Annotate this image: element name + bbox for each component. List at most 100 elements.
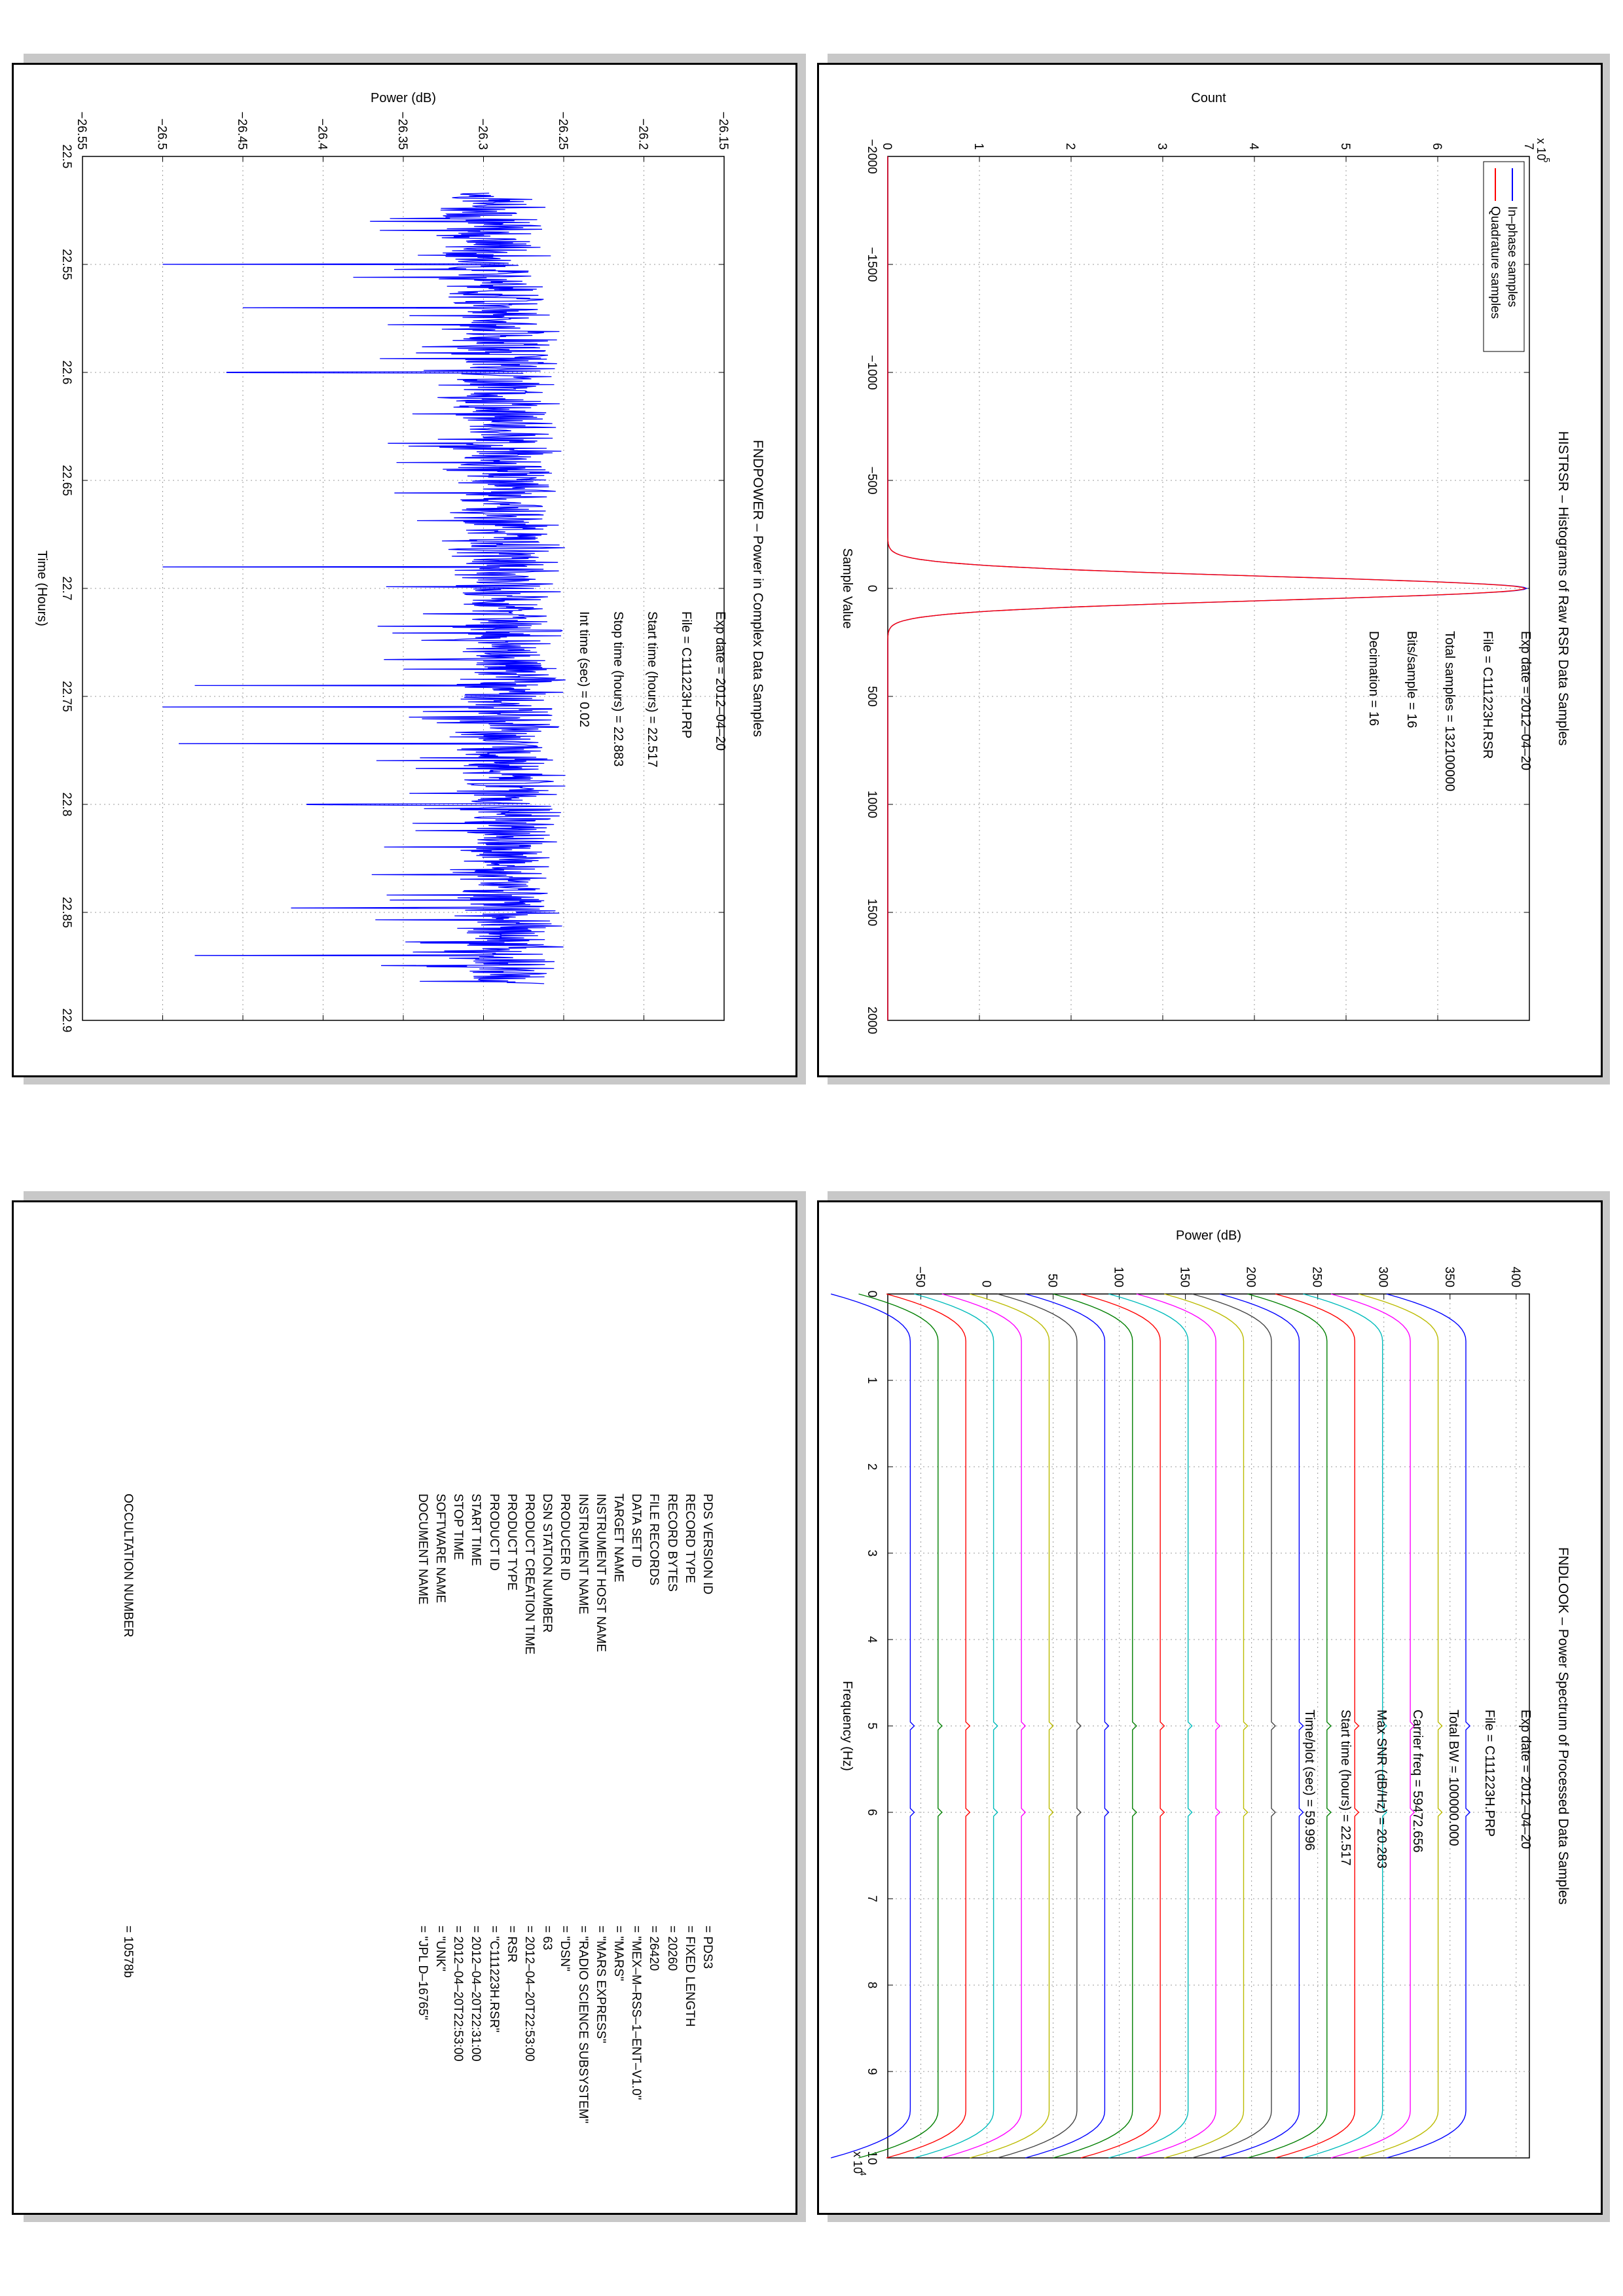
label-key: INSTRUMENT NAME	[575, 1494, 590, 1615]
label-key: TARGET NAME	[611, 1494, 625, 1583]
label-value: = 10578b	[121, 1926, 135, 1978]
legend-entry: Quadrature samples	[1488, 206, 1502, 319]
x-axis-label: Frequency (Hz)	[840, 1681, 854, 1771]
x-tick-label: 22.75	[60, 681, 73, 712]
spectrum-line-7	[1192, 1293, 1276, 2159]
y-tick-label: −26.4	[316, 118, 329, 151]
annotation-exp-date: Exp date = 2012–04–20	[1518, 631, 1533, 770]
annotation-decimation: Decimation = 16	[1366, 631, 1381, 726]
legend-box	[1483, 161, 1525, 352]
x-tick-label: 2	[865, 1463, 879, 1471]
annotation-file: File = C111223H.PRP	[1482, 1710, 1497, 1837]
annotation-start-time: Start time (hours) = 22.517	[1338, 1710, 1353, 1865]
label-value: = 2012–04–20T22:31:00	[469, 1926, 483, 2062]
spectrum-line-13	[1025, 1293, 1110, 2159]
x-tick-label: 6	[865, 1809, 879, 1816]
spectrum-line-3	[1303, 1293, 1387, 2159]
label-value: = PDS3	[701, 1926, 714, 1969]
y-tick-label: −26.45	[235, 111, 249, 150]
x-tick-label: 2000	[865, 1007, 879, 1034]
y-tick-label: 150	[1178, 1266, 1192, 1287]
x-tick-label: −2000	[865, 139, 879, 173]
y-exponent-base: x 10	[1535, 138, 1548, 160]
label-key: DSN STATION NUMBER	[540, 1494, 555, 1633]
label-key: PRODUCT CREATION TIME	[522, 1494, 536, 1655]
y-tick-label: 2	[1063, 143, 1077, 150]
label-key: PRODUCT TYPE	[504, 1494, 519, 1591]
y-tick-label: −26.15	[716, 111, 730, 150]
y-tick-label: −50	[913, 1266, 927, 1287]
label-key: OCCULTATION NUMBER	[121, 1494, 135, 1638]
y-tick-label: 4	[1247, 143, 1260, 150]
label-value: = 26420	[647, 1926, 661, 1971]
y-tick-label: 6	[1430, 143, 1444, 150]
histrsr-chart: −2000 −1500 −1000 −500 0 500 1000 1500 2000 0 1 2 3 4…	[840, 91, 1571, 1034]
annotation-total-samples: Total samples = 132100000	[1442, 631, 1457, 791]
x-tick-label: −1000	[865, 355, 879, 389]
x-tick-label: 8	[865, 1982, 879, 1989]
label-value: = "DSN"	[558, 1926, 572, 1971]
y-tick-label: 300	[1376, 1266, 1390, 1287]
annotation-file: File = C111223H.RSR	[1480, 631, 1495, 759]
label-key: PDS VERSION ID	[701, 1494, 714, 1595]
label-key: PRODUCT ID	[486, 1494, 501, 1571]
y-tick-label: 250	[1310, 1266, 1324, 1287]
y-tick-label: 350	[1442, 1266, 1456, 1287]
plot-frame: −2000 −1500 −1000 −500 0 500 1000 1500 2000 0 1 2 3 4…	[865, 139, 1535, 1034]
label-value: = FIXED LENGTH	[682, 1926, 697, 2027]
y-tick-label: −26.3	[476, 118, 490, 150]
y-tick-label: −26.35	[395, 111, 409, 150]
y-axis-label: Power (dB)	[371, 91, 436, 105]
label-value: = "UNK"	[433, 1926, 447, 1971]
y-tick-label: −26.55	[75, 111, 88, 150]
spectrum-line-20	[830, 1293, 915, 2159]
spectrum-line-1	[1359, 1293, 1443, 2159]
spectrum-line-10	[1108, 1293, 1193, 2159]
power-series-line	[162, 192, 566, 984]
label-key: PRODUCER ID	[558, 1494, 572, 1581]
plot-frame: 22.5 22.55 22.6 22.65 22.7 22.75 22.8 22.85 22.9…	[60, 111, 730, 1032]
label-value: = 63	[540, 1926, 555, 1950]
label-key: STOP TIME	[451, 1494, 465, 1560]
spectrum-line-8	[1164, 1293, 1249, 2159]
label-key: START TIME	[469, 1494, 483, 1566]
y-axis-label: Power (dB)	[1176, 1229, 1241, 1243]
spectrum-line-6	[1220, 1293, 1304, 2159]
x-exponent-base: x 10	[851, 2151, 864, 2174]
fndlook-panel: 0 1 2 3 4 5 6 7 8 9 10 −50 0 50 100 150 200 250 300 350 400 F…	[817, 1200, 1603, 2215]
y-tick-label: −26.2	[636, 118, 650, 150]
x-tick-label: 22.85	[60, 897, 73, 928]
label-value: = "MARS EXPRESS"	[593, 1926, 608, 2043]
y-tick-label: 400	[1508, 1266, 1522, 1287]
x-tick-label: 10	[865, 2151, 879, 2164]
annotation-bits-sample: Bits/sample = 16	[1404, 631, 1419, 728]
annotation-start-time: Start time (hours) = 22.517	[645, 611, 659, 767]
label-key: SOFTWARE NAME	[433, 1494, 447, 1604]
label-key: INSTRUMENT HOST NAME	[593, 1494, 608, 1653]
x-tick-label: 22.5	[60, 145, 73, 169]
x-tick-label: 22.8	[60, 793, 73, 817]
fndpower-panel: 22.5 22.55 22.6 22.65 22.7 22.75 22.8 22.85 22.9…	[12, 63, 797, 1077]
label-value: = 2012–04–20T22:53:00	[522, 1926, 536, 2062]
x-tick-label: 1000	[865, 791, 879, 818]
annotation-max-snr: Max SNR (dB/Hz) = 20.283	[1374, 1710, 1389, 1869]
label-key: RECORD TYPE	[682, 1494, 697, 1583]
label-value: = RSR	[504, 1926, 519, 1963]
y-tick-label: 0	[880, 143, 894, 150]
plot-frame: 0 1 2 3 4 5 6 7 8 9 10 −50 0 50 100 150 200 250 300 350 400	[865, 1266, 1530, 2165]
x-tick-label: 9	[865, 2068, 879, 2075]
x-tick-label: 0	[865, 1291, 879, 1298]
spectrum-line-5	[1247, 1293, 1332, 2159]
y-tick-label: −26.25	[556, 111, 570, 150]
y-tick-label: 200	[1244, 1266, 1258, 1287]
label-value: = "MEX–M–RSS–1–ENT–V1.0"	[629, 1926, 644, 2100]
label-key: FILE RECORDS	[647, 1494, 661, 1586]
label-value: = "RADIO SCIENCE SUBSYSTEM"	[575, 1926, 590, 2124]
chart-title: FNDLOOK – Power Spectrum of Processed Da…	[1556, 1547, 1571, 1905]
pds-label-panel: PDS VERSION ID = PDS3 RECORD TYPE = FIXED L…	[12, 1200, 797, 2215]
y-tick-label: 0	[979, 1280, 993, 1287]
x-tick-label: 22.65	[60, 465, 73, 496]
x-tick-label: 4	[865, 1636, 879, 1643]
spectrum-line-9	[1136, 1293, 1221, 2159]
